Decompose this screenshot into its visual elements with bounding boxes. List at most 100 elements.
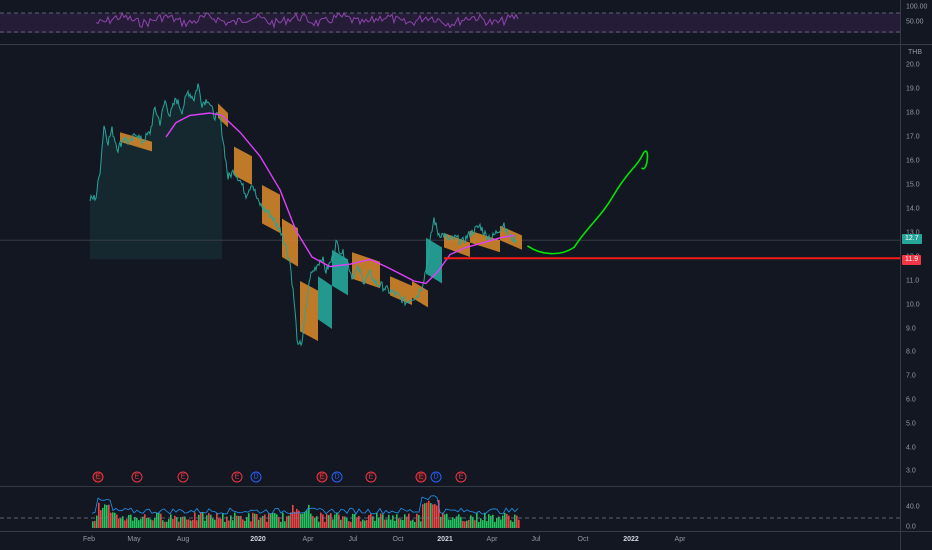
price-scale[interactable] — [900, 0, 932, 550]
price-tick: 19.0 — [906, 85, 920, 93]
dividend-marker[interactable]: D — [430, 471, 442, 483]
volume-bar — [228, 520, 230, 528]
volume-bar — [208, 513, 210, 528]
volume-bar — [252, 512, 254, 528]
volume-bar — [202, 512, 204, 528]
volume-bar — [372, 516, 374, 528]
volume-bar — [104, 504, 106, 528]
volume-bar — [270, 513, 272, 528]
volume-bar — [94, 520, 96, 528]
volume-bar — [418, 514, 420, 528]
volume-bar — [412, 519, 414, 528]
volume-bar — [298, 510, 300, 528]
time-tick: Jul — [531, 536, 541, 543]
earnings-marker[interactable]: E — [177, 471, 189, 483]
rsi-line — [95, 11, 519, 30]
time-axis-divider — [0, 531, 932, 532]
volume-bar — [426, 502, 428, 528]
volume-bar — [220, 518, 222, 528]
volume-bar — [432, 504, 434, 528]
earnings-marker[interactable]: E — [316, 471, 328, 483]
cloud-segment — [318, 276, 332, 329]
dividend-marker[interactable]: D — [331, 471, 343, 483]
volume-bar — [152, 520, 154, 528]
volume-bar — [106, 505, 108, 528]
volume-bar — [172, 518, 174, 528]
volume-bar — [120, 518, 122, 528]
volume-bar — [110, 512, 112, 528]
price-tick: 13.0 — [906, 229, 920, 237]
volume-bar — [370, 513, 372, 528]
volume-bar — [502, 515, 504, 528]
volume-bar — [244, 520, 246, 528]
earnings-marker[interactable]: E — [415, 471, 427, 483]
volume-bar — [360, 521, 362, 528]
volume-bar — [482, 520, 484, 528]
volume-bar — [400, 519, 402, 528]
time-tick: 2021 — [437, 536, 453, 543]
volume-bar — [126, 519, 128, 528]
volume-bar — [354, 513, 356, 528]
volume-bar — [92, 521, 94, 528]
price-tick: 11.0 — [906, 277, 920, 285]
earnings-marker[interactable]: E — [365, 471, 377, 483]
earnings-marker[interactable]: E — [131, 471, 143, 483]
volume-bar — [222, 512, 224, 528]
volume-bar — [178, 521, 180, 528]
volume-bar — [264, 514, 266, 528]
volume-tick-40: 40.0 — [906, 503, 920, 511]
pane-divider[interactable] — [0, 44, 932, 45]
time-tick: 2020 — [250, 536, 266, 543]
volume-bar — [422, 504, 424, 528]
volume-bar — [232, 520, 234, 528]
volume-bar — [180, 517, 182, 528]
volume-bar — [274, 513, 276, 528]
volume-bar — [210, 514, 212, 528]
earnings-marker[interactable]: E — [455, 471, 467, 483]
volume-bar — [510, 520, 512, 528]
pane-divider[interactable] — [0, 486, 932, 487]
time-tick: Feb — [82, 536, 96, 543]
earnings-marker[interactable]: E — [231, 471, 243, 483]
volume-bar — [118, 518, 120, 528]
price-line — [89, 83, 517, 347]
volume-bar — [484, 512, 486, 528]
time-tick: Aug — [176, 536, 190, 543]
time-tick: Apr — [486, 536, 498, 543]
volume-bar — [198, 514, 200, 528]
cloud-segment — [120, 132, 152, 152]
rsi-level-50: 50.00 — [906, 18, 924, 26]
volume-pane[interactable] — [0, 488, 932, 530]
volume-bar — [470, 515, 472, 528]
volume-bar — [388, 514, 390, 528]
volume-bar — [192, 519, 194, 528]
volume-bar — [230, 515, 232, 528]
volume-bar — [504, 512, 506, 528]
volume-bar — [374, 520, 376, 528]
volume-bar — [238, 515, 240, 528]
volume-bar — [130, 514, 132, 528]
volume-bar — [462, 520, 464, 528]
time-tick: Oct — [577, 536, 589, 543]
price-tick: 20.0 — [906, 61, 920, 69]
rsi-pane[interactable]: 100.00 50.00 — [0, 0, 932, 42]
dividend-marker[interactable]: D — [250, 471, 262, 483]
volume-bar — [392, 515, 394, 528]
volume-bar — [492, 514, 494, 528]
volume-bar — [518, 519, 520, 528]
volume-bar — [516, 515, 518, 528]
volume-bar — [446, 513, 448, 528]
volume-bar — [362, 519, 364, 528]
volume-bar — [286, 516, 288, 528]
price-pane[interactable] — [0, 46, 932, 484]
volume-bar — [188, 519, 190, 528]
volume-bar — [474, 520, 476, 528]
volume-bar — [268, 513, 270, 528]
line-price-badge: 11.9 — [902, 255, 922, 265]
price-tick: 4.0 — [906, 444, 916, 452]
volume-bar — [224, 521, 226, 528]
volume-bar — [154, 517, 156, 528]
earnings-marker[interactable]: E — [92, 471, 104, 483]
volume-bar — [150, 519, 152, 528]
volume-bar — [320, 512, 322, 528]
